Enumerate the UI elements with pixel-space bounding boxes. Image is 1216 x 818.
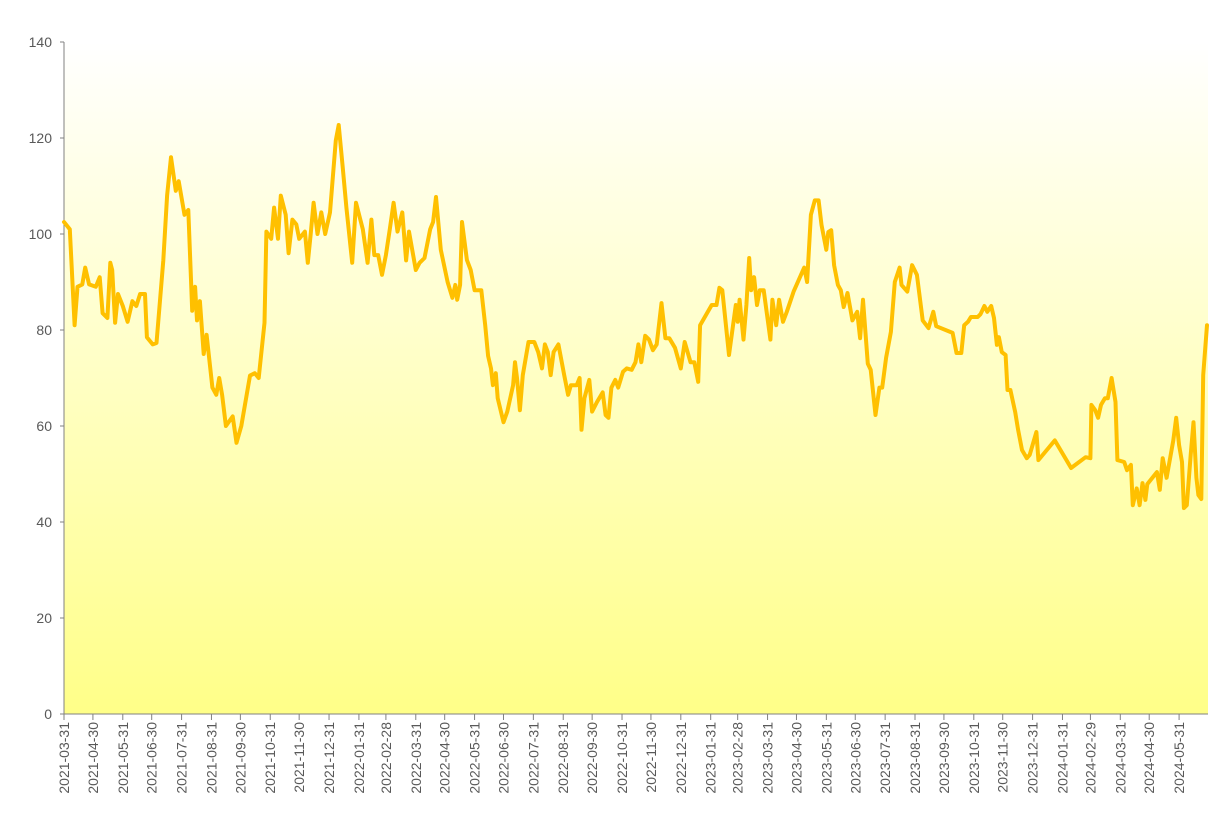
x-tick-label: 2022-04-30: [437, 722, 453, 794]
x-tick-label: 2023-02-28: [730, 722, 746, 794]
x-tick-label: 2021-08-31: [203, 722, 219, 794]
x-tick-label: 2022-06-30: [495, 722, 511, 794]
x-tick-label: 2023-09-30: [936, 722, 952, 794]
y-tick-label: 0: [44, 706, 52, 722]
x-tick-label: 2023-06-30: [847, 722, 863, 794]
x-tick-label: 2022-01-31: [351, 722, 367, 794]
x-tick-label: 2024-01-31: [1054, 722, 1070, 794]
x-tick-label: 2021-12-31: [321, 722, 337, 794]
x-tick-label: 2021-11-30: [291, 722, 307, 793]
x-tick-label: 2023-04-30: [788, 722, 804, 794]
x-tick-label: 2023-07-31: [877, 722, 893, 794]
data-line: [62, 123, 1209, 511]
x-tick-label: 2023-01-31: [703, 722, 719, 794]
x-tick-label: 2021-05-31: [115, 722, 131, 794]
x-tick-label: 2022-05-31: [467, 722, 483, 794]
x-tick-label: 2021-09-30: [232, 722, 248, 794]
x-tick-label: 2023-10-31: [966, 722, 982, 794]
x-tick-label: 2023-03-31: [760, 722, 776, 794]
x-tick-label: 2021-07-31: [174, 722, 190, 794]
x-tick-label: 2024-02-29: [1082, 722, 1098, 794]
y-tick-label: 140: [29, 34, 53, 50]
plot-area: [64, 42, 1208, 714]
x-tick-label: 2022-12-31: [673, 722, 689, 794]
x-tick-label: 2022-10-31: [614, 722, 630, 794]
x-tick-label: 2021-04-30: [85, 722, 101, 794]
x-tick-label: 2024-05-31: [1171, 722, 1187, 794]
y-tick-label: 60: [36, 418, 52, 434]
y-tick-label: 100: [29, 226, 53, 242]
x-tick-label: 2023-05-31: [818, 722, 834, 794]
x-tick-label: 2023-11-30: [995, 722, 1011, 793]
x-tick-label: 2023-12-31: [1025, 722, 1041, 794]
x-tick-label: 2021-06-30: [144, 722, 160, 794]
x-tick-label: 2021-03-31: [56, 722, 72, 794]
x-tick-label: 2022-07-31: [525, 722, 541, 794]
x-tick-label: 2022-09-30: [584, 722, 600, 794]
x-tick-label: 2024-04-30: [1141, 722, 1157, 794]
x-tick-label: 2022-02-28: [378, 722, 394, 794]
x-tick-label: 2022-03-31: [408, 722, 424, 794]
y-tick-label: 80: [36, 322, 52, 338]
x-tick-label: 2022-11-30: [643, 722, 659, 793]
x-tick-label: 2023-08-31: [907, 722, 923, 794]
y-tick-label: 40: [36, 514, 52, 530]
y-tick-label: 120: [29, 130, 53, 146]
y-tick-label: 20: [36, 610, 52, 626]
x-tick-label: 2024-03-31: [1112, 722, 1128, 794]
x-tick-label: 2021-10-31: [262, 722, 278, 794]
x-tick-label: 2022-08-31: [555, 722, 571, 794]
